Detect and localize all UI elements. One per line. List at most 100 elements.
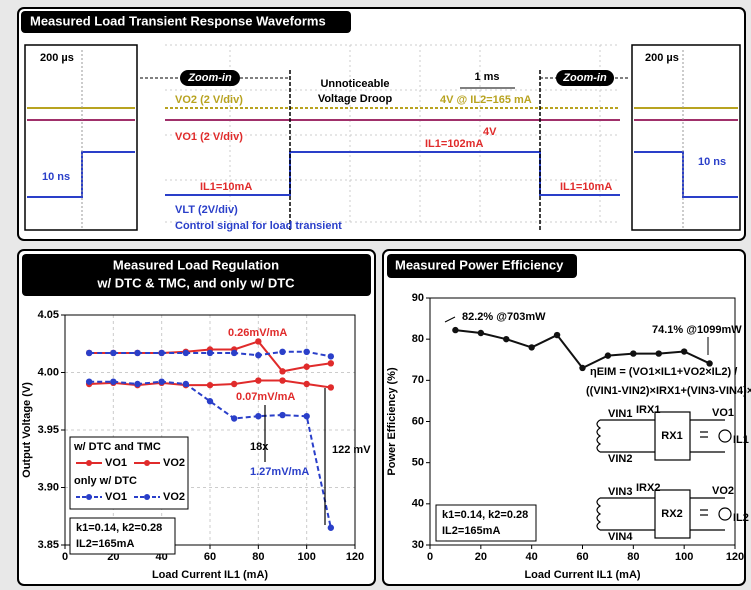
label: IL1=10mA bbox=[560, 181, 612, 193]
y-tick-label: 3.90 bbox=[38, 481, 59, 493]
circuit-label: VIN3 bbox=[608, 486, 632, 498]
legend-group: w/ DTC and TMC bbox=[73, 441, 161, 453]
x-tick-label: 0 bbox=[62, 551, 68, 563]
circuit-label: VIN4 bbox=[608, 531, 633, 543]
figure: Measured Load Transient Response Wavefor… bbox=[0, 0, 751, 590]
y-tick-label: 80 bbox=[412, 333, 424, 345]
label: 200 µs bbox=[40, 52, 74, 64]
y-tick-label: 70 bbox=[412, 374, 424, 386]
point bbox=[605, 352, 611, 358]
zoom-box-right bbox=[632, 45, 740, 230]
point bbox=[231, 381, 237, 387]
point bbox=[231, 415, 237, 421]
point bbox=[452, 327, 458, 333]
circuit-label: VO2 bbox=[712, 485, 734, 497]
legend-marker bbox=[86, 494, 92, 500]
legend-marker bbox=[144, 494, 150, 500]
y-tick-label: 30 bbox=[412, 539, 424, 551]
note: IL2=165mA bbox=[442, 525, 500, 537]
annotation: 74.1% @1099mW bbox=[652, 324, 742, 336]
y-tick-label: 50 bbox=[412, 457, 424, 469]
x-tick-label: 40 bbox=[526, 551, 538, 563]
legend-marker bbox=[86, 460, 92, 466]
legend-marker bbox=[144, 460, 150, 466]
label: VLT (2V/div) bbox=[175, 204, 238, 216]
point bbox=[134, 350, 140, 356]
point bbox=[255, 338, 261, 344]
point bbox=[303, 381, 309, 387]
label: Control signal for load transient bbox=[175, 220, 342, 232]
label: 4V bbox=[483, 126, 497, 138]
annotation: 1.27mV/mA bbox=[250, 466, 309, 478]
point bbox=[110, 379, 116, 385]
point bbox=[207, 350, 213, 356]
label: 1 ms bbox=[474, 71, 499, 83]
point bbox=[328, 525, 334, 531]
point bbox=[303, 349, 309, 355]
y-tick-label: 3.85 bbox=[38, 539, 59, 551]
point bbox=[86, 350, 92, 356]
annotation: 122 mV bbox=[332, 444, 371, 456]
annotation: 0.26mV/mA bbox=[228, 327, 287, 339]
point bbox=[630, 350, 636, 356]
y-tick-label: 40 bbox=[412, 498, 424, 510]
point bbox=[110, 350, 116, 356]
label: Voltage Droop bbox=[318, 93, 393, 105]
note: k1=0.14, k2=0.28 bbox=[442, 509, 528, 521]
point bbox=[255, 413, 261, 419]
circuit-label: VIN2 bbox=[608, 453, 632, 465]
label: Zoom-in bbox=[562, 72, 607, 84]
annotation: ((VIN1-VIN2)×IRX1+(VIN3-VIN4)×IRX2) bbox=[586, 385, 751, 397]
label: 4V @ IL2=165 mA bbox=[440, 94, 532, 106]
legend-label: VO1 bbox=[105, 457, 127, 469]
chart-title: Measured Load Regulation bbox=[113, 257, 279, 272]
label: VO1 (2 V/div) bbox=[175, 131, 243, 143]
x-tick-label: 80 bbox=[252, 551, 264, 563]
circuit-label: VIN1 bbox=[608, 408, 632, 420]
point bbox=[207, 382, 213, 388]
point bbox=[231, 350, 237, 356]
point bbox=[328, 353, 334, 359]
x-tick-label: 80 bbox=[627, 551, 639, 563]
y-axis-label: Power Efficiency (%) bbox=[386, 367, 398, 476]
annotation: 0.07mV/mA bbox=[236, 391, 295, 403]
label: IL1=10mA bbox=[200, 181, 252, 193]
circuit-label: RX1 bbox=[661, 430, 682, 442]
legend-group: only w/ DTC bbox=[74, 475, 137, 487]
circuit-label: IRX1 bbox=[636, 404, 660, 416]
point bbox=[328, 384, 334, 390]
annotation: ηEIM = (VO1×IL1+VO2×IL2) / bbox=[590, 366, 737, 378]
point bbox=[303, 364, 309, 370]
y-tick-label: 4.05 bbox=[38, 309, 59, 321]
y-tick-label: 4.00 bbox=[38, 366, 59, 378]
page: Measured Load Transient Response Wavefor… bbox=[0, 0, 751, 590]
point bbox=[528, 344, 534, 350]
point bbox=[656, 350, 662, 356]
legend-label: VO1 bbox=[105, 491, 127, 503]
y-tick-label: 3.95 bbox=[38, 424, 59, 436]
x-tick-label: 0 bbox=[427, 551, 433, 563]
point bbox=[279, 349, 285, 355]
annotation: 82.2% @703mW bbox=[462, 311, 546, 323]
chart-title: w/ DTC & TMC, and only w/ DTC bbox=[96, 275, 295, 290]
x-tick-label: 60 bbox=[576, 551, 588, 563]
x-axis-label: Load Current IL1 (mA) bbox=[152, 569, 268, 581]
y-tick-label: 60 bbox=[412, 415, 424, 427]
point bbox=[158, 350, 164, 356]
point bbox=[158, 379, 164, 385]
note: k1=0.14, k2=0.28 bbox=[76, 522, 162, 534]
point bbox=[183, 350, 189, 356]
circuit-label: RX2 bbox=[661, 508, 682, 520]
legend-label: VO2 bbox=[163, 491, 185, 503]
x-tick-label: 100 bbox=[297, 551, 315, 563]
point bbox=[681, 348, 687, 354]
point bbox=[207, 398, 213, 404]
point bbox=[478, 330, 484, 336]
label: VO2 (2 V/div) bbox=[175, 94, 243, 106]
x-tick-label: 20 bbox=[475, 551, 487, 563]
y-axis-label: Output Voltage (V) bbox=[21, 382, 33, 478]
point bbox=[255, 352, 261, 358]
note: IL2=165mA bbox=[76, 538, 134, 550]
point bbox=[134, 381, 140, 387]
point bbox=[279, 377, 285, 383]
